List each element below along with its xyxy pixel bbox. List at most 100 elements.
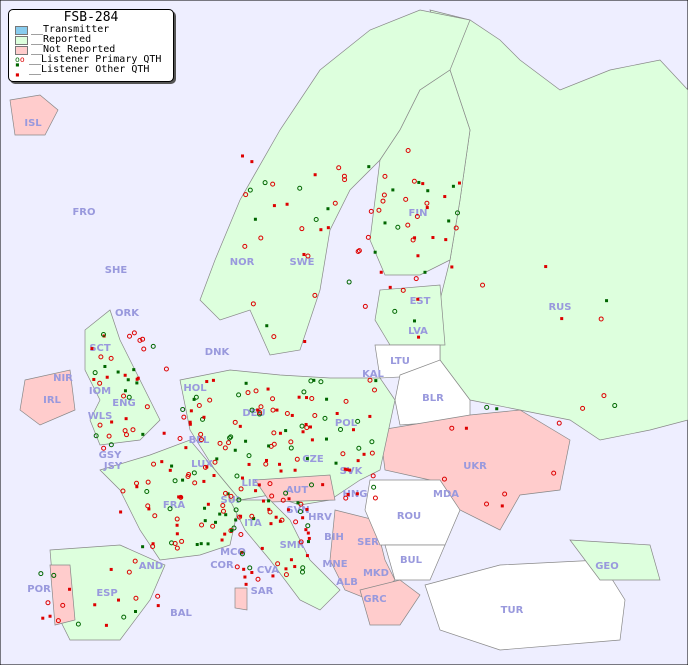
region-irl bbox=[19, 369, 76, 426]
country-label-cva: CVA bbox=[257, 565, 279, 576]
listener-primary-marker bbox=[356, 248, 362, 254]
country-label-ser: SER bbox=[357, 537, 379, 548]
listener-primary-marker bbox=[243, 192, 249, 198]
listener-other-marker bbox=[230, 529, 234, 533]
listener-primary-marker bbox=[271, 430, 277, 436]
region-ukr bbox=[379, 409, 571, 531]
listener-primary-marker bbox=[231, 525, 237, 531]
listener-other-marker bbox=[134, 609, 138, 613]
listener-primary-marker bbox=[405, 222, 411, 228]
listener-other-marker bbox=[244, 381, 248, 385]
country-label-ork: ORK bbox=[115, 308, 140, 319]
listener-other-marker bbox=[156, 604, 160, 608]
listener-primary-marker bbox=[293, 519, 299, 525]
listener-other-marker bbox=[302, 252, 306, 256]
listener-other-marker bbox=[284, 429, 288, 433]
listener-primary-marker bbox=[222, 445, 228, 451]
listener-primary-marker bbox=[134, 480, 140, 486]
square-marker-icon: ▪ ▪ bbox=[15, 60, 20, 79]
region-bul bbox=[384, 544, 446, 581]
listener-primary-marker bbox=[381, 192, 387, 198]
listener-other-marker bbox=[272, 204, 276, 208]
listener-primary-marker bbox=[340, 451, 346, 457]
country-label-iom: IOM bbox=[89, 386, 111, 397]
listener-other-marker bbox=[321, 483, 325, 487]
listener-other-marker bbox=[351, 428, 355, 432]
listener-primary-marker bbox=[167, 506, 173, 512]
listener-other-marker bbox=[464, 426, 468, 430]
listener-primary-marker bbox=[257, 410, 263, 416]
listener-primary-marker bbox=[181, 414, 187, 420]
listener-other-marker bbox=[306, 540, 310, 544]
listener-other-marker bbox=[287, 497, 291, 501]
listener-primary-marker bbox=[174, 545, 180, 551]
listener-primary-marker bbox=[145, 479, 151, 485]
listener-primary-marker bbox=[193, 394, 199, 400]
listener-primary-marker bbox=[101, 445, 107, 451]
country-label-tur: TUR bbox=[501, 605, 524, 616]
listener-primary-marker bbox=[309, 482, 315, 488]
listener-other-marker bbox=[234, 518, 238, 522]
listener-primary-marker bbox=[453, 225, 459, 231]
listener-primary-marker bbox=[322, 415, 328, 421]
listener-other-marker bbox=[324, 437, 328, 441]
listener-other-marker bbox=[447, 219, 451, 223]
country-label-rus: RUS bbox=[548, 302, 571, 313]
listener-primary-marker bbox=[217, 440, 223, 446]
listener-other-marker bbox=[326, 207, 330, 211]
listener-other-marker bbox=[312, 378, 316, 382]
listener-other-marker bbox=[391, 188, 395, 192]
legend-label: __Listener Primary QTH bbox=[29, 54, 162, 65]
listener-primary-marker bbox=[249, 513, 255, 519]
listener-primary-marker bbox=[318, 379, 324, 385]
country-label-isl: ISL bbox=[24, 118, 42, 129]
listener-other-marker bbox=[126, 378, 130, 382]
listener-other-marker bbox=[224, 513, 228, 517]
listener-other-marker bbox=[206, 542, 210, 546]
listener-primary-marker bbox=[196, 402, 202, 408]
listener-other-marker bbox=[206, 502, 210, 506]
listener-primary-marker bbox=[92, 370, 98, 376]
listener-primary-marker bbox=[220, 508, 226, 514]
listener-other-marker bbox=[269, 522, 273, 526]
listener-other-marker bbox=[305, 554, 309, 558]
country-label-bal: BAL bbox=[170, 608, 192, 619]
country-label-wls: WLS bbox=[88, 411, 113, 422]
listener-other-marker bbox=[334, 461, 338, 465]
listener-primary-marker bbox=[131, 330, 137, 336]
country-label-cor: COR bbox=[210, 560, 234, 571]
listener-other-marker bbox=[544, 265, 548, 269]
listener-other-marker bbox=[279, 469, 283, 473]
listener-primary-marker bbox=[163, 366, 169, 372]
listener-primary-marker bbox=[372, 495, 378, 501]
listener-other-marker bbox=[247, 462, 251, 466]
ring-marker-icon: oo bbox=[15, 55, 25, 64]
country-label-ita: ITA bbox=[244, 518, 262, 529]
listener-primary-marker bbox=[210, 523, 216, 529]
listener-other-marker bbox=[189, 409, 193, 413]
legend-title: FSB-284 bbox=[63, 10, 119, 25]
listener-other-marker bbox=[362, 452, 366, 456]
listener-other-marker bbox=[105, 375, 109, 379]
listener-other-marker bbox=[284, 567, 288, 571]
country-label-sct: SCT bbox=[89, 343, 111, 354]
listener-other-marker bbox=[203, 506, 207, 510]
listener-primary-marker bbox=[480, 282, 486, 288]
listener-other-marker bbox=[267, 499, 271, 503]
listener-other-marker bbox=[93, 603, 97, 607]
listener-other-marker bbox=[226, 492, 230, 496]
legend-reported: __Reported bbox=[9, 35, 173, 45]
listener-other-marker bbox=[205, 465, 209, 469]
listener-other-marker bbox=[205, 380, 209, 384]
country-label-hng: HNG bbox=[343, 489, 368, 500]
country-label-bul: BUL bbox=[400, 555, 423, 566]
listener-primary-marker bbox=[297, 185, 303, 191]
listener-primary-marker bbox=[369, 439, 375, 445]
listener-primary-marker bbox=[126, 394, 132, 400]
listener-primary-marker bbox=[222, 490, 228, 496]
legend-primary-qth: oo __Listener Primary QTH bbox=[9, 55, 173, 65]
legend-label: __Transmitter bbox=[31, 24, 110, 35]
country-label-nor: NOR bbox=[230, 257, 255, 268]
listener-primary-marker bbox=[97, 380, 103, 386]
